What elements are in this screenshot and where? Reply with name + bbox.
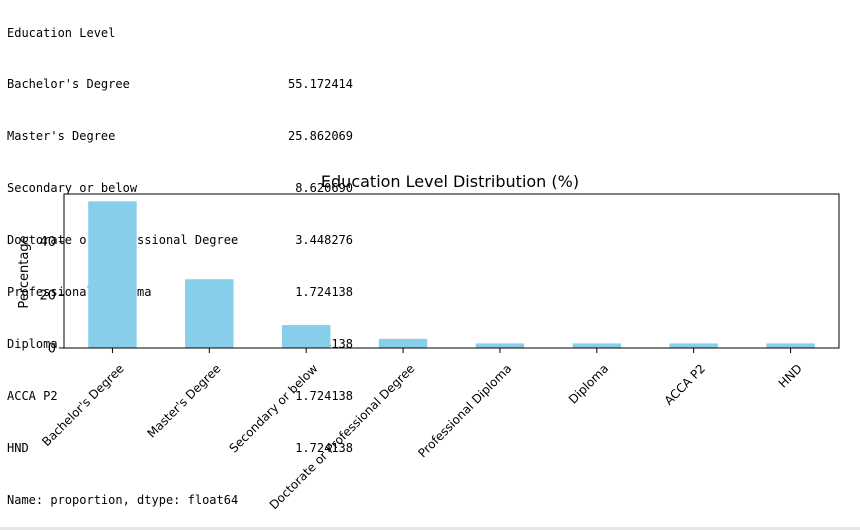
output-row-value: 1.724138 <box>295 285 353 300</box>
output-row: Secondary or below 8.620690 <box>7 180 353 197</box>
bar <box>281 325 331 348</box>
output-row-value: 8.620690 <box>295 181 353 196</box>
y-tick-label: 40 <box>39 235 56 250</box>
x-tick-label: ACCA P2 <box>662 361 708 407</box>
output-row-value: 3.448276 <box>295 233 353 248</box>
output-row-label: Secondary or below <box>7 181 138 196</box>
bar <box>185 279 234 348</box>
output-row-label: HND <box>7 440 29 455</box>
y-tick-label: 0 <box>48 342 56 357</box>
output-row-value: 25.862069 <box>287 129 353 144</box>
x-tick-label: Bachelor's Degree <box>39 361 127 449</box>
output-row-value: 1.724138 <box>295 440 353 455</box>
output-row-label: Bachelor's Degree <box>7 77 130 92</box>
output-row: ACCA P2 1.724138 <box>7 388 353 405</box>
bar <box>88 201 137 348</box>
bar <box>766 343 815 348</box>
bottom-divider <box>0 527 860 530</box>
bar <box>572 343 622 348</box>
bars-layer <box>88 201 815 348</box>
x-tick-label: Master's Degree <box>144 361 223 440</box>
output-header: Education Level <box>7 25 116 40</box>
x-tick-label: Diploma <box>566 361 611 406</box>
output-row-label: Diploma <box>7 336 58 351</box>
x-axis: Bachelor's Degree Master's Degree Secondar… <box>39 348 805 512</box>
output-row-label: Master's Degree <box>7 129 116 144</box>
plot-frame <box>63 193 840 349</box>
x-tick-label: Secondary or below <box>227 361 321 455</box>
bar <box>669 343 718 348</box>
bar <box>475 343 525 348</box>
y-tick-label: 20 <box>39 288 56 303</box>
bar <box>378 338 428 348</box>
y-axis-label: Percentage <box>17 235 32 308</box>
output-row: Master's Degree 25.862069 <box>7 128 353 145</box>
chart-title: Education Level Distribution (%) <box>321 172 579 191</box>
output-row-value: 55.172414 <box>287 77 353 92</box>
y-axis: 0 20 40 <box>39 235 64 357</box>
output-row-label: ACCA P2 <box>7 388 58 403</box>
output-footer: Name: proportion, dtype: float64 <box>7 492 239 507</box>
output-row: HND 1.724138 <box>7 440 353 457</box>
output-row-value: 1.724138 <box>295 388 353 403</box>
x-tick-label: HND <box>776 361 805 390</box>
output-row: Bachelor's Degree 55.172414 <box>7 76 353 93</box>
x-tick-label: Professional Diploma <box>415 361 514 460</box>
